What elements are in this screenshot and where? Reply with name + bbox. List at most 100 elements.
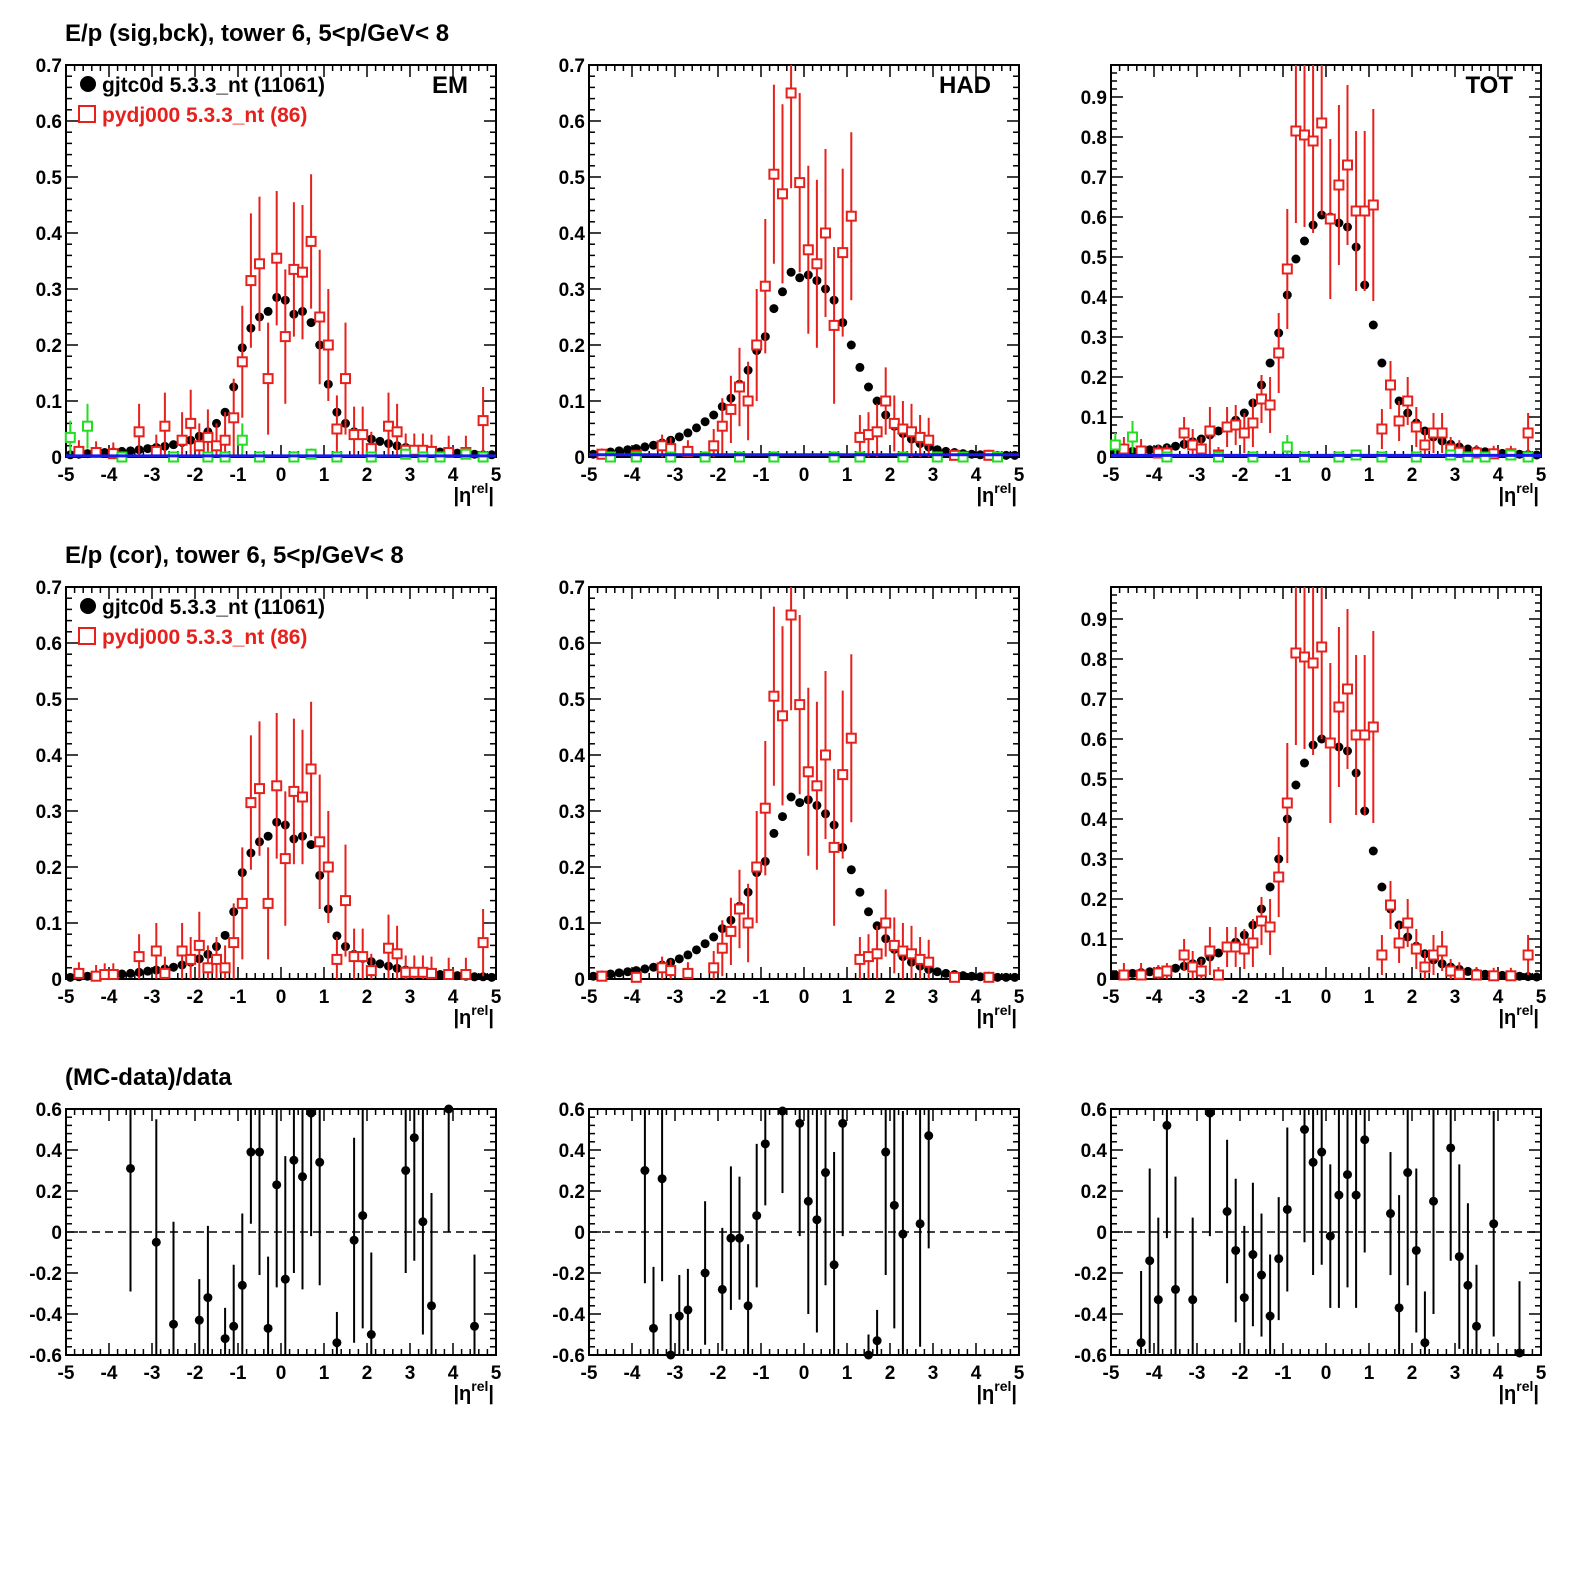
y-tick-label: 0 xyxy=(574,448,585,469)
mc-point xyxy=(1178,949,1190,961)
y-tick-label: 0.3 xyxy=(559,802,585,823)
mc-point xyxy=(477,937,489,949)
mc-point xyxy=(211,440,222,452)
x-tick-label: 2 xyxy=(1407,1363,1418,1384)
x-tick-label: 2 xyxy=(885,465,896,486)
mc-point xyxy=(254,258,265,270)
data-point xyxy=(1171,963,1180,973)
data-point xyxy=(1205,1108,1215,1118)
mc-point xyxy=(742,917,754,929)
y-tick-label: 0.7 xyxy=(1081,690,1107,711)
x-tick-label: 0 xyxy=(1321,1363,1332,1384)
data-point xyxy=(229,1321,239,1331)
mc-point xyxy=(1419,961,1431,973)
mc-point xyxy=(1204,945,1216,957)
x-tick-label: -4 xyxy=(1146,1363,1163,1384)
x-axis-label: |ηrel| xyxy=(453,1002,494,1029)
mc-point xyxy=(794,699,806,711)
data-point xyxy=(778,812,787,822)
y-tick-label: 0.5 xyxy=(559,690,586,711)
data-point xyxy=(203,1293,213,1303)
mc-point xyxy=(176,434,188,446)
x-tick-label: -5 xyxy=(581,465,598,486)
mc-point xyxy=(1204,425,1216,437)
mc-point xyxy=(1367,721,1379,733)
data-point xyxy=(1222,1207,1232,1216)
y-tick-label: 0 xyxy=(574,1223,585,1244)
data-point xyxy=(1188,1295,1198,1305)
x-tick-label: 1 xyxy=(842,1363,853,1384)
chart-panel-tot_cor: -5 -4 -3 -2 -1 0 1 2 3 4 5 0 0.1 0.2 0.3 0.4 0.5 0.6 0.7 0.… xyxy=(1081,586,1547,1029)
mc-point xyxy=(133,426,145,438)
mc-point xyxy=(1299,129,1310,141)
chart-panel-had_ratio: -5 -4 -3 -2 -1 0 1 2 3 4 5 -0.6 -0.4 -0.2 0 0.2 0.4 0.6 |η… xyxy=(552,1100,1024,1405)
mc-point xyxy=(271,780,283,792)
mc-point xyxy=(322,339,334,351)
x-tick-label: 4 xyxy=(1493,465,1504,486)
y-tick-label: 0.1 xyxy=(36,392,63,413)
y-tick-label: -0.2 xyxy=(1074,1264,1107,1285)
mc-point xyxy=(1436,427,1448,439)
x-tick-label: -2 xyxy=(1232,465,1249,486)
row1-title: E/p (sig,bck), tower 6, 5<p/GeV< 8 xyxy=(65,20,450,47)
y-tick-label: -0.2 xyxy=(552,1264,585,1285)
mc-point xyxy=(777,710,788,722)
y-tick-label: 0.6 xyxy=(36,112,62,133)
mc-point xyxy=(1118,969,1130,981)
x-tick-label: 2 xyxy=(362,1363,373,1384)
x-tick-label: -1 xyxy=(753,1363,770,1384)
data-point xyxy=(846,340,856,350)
data-point xyxy=(1317,1147,1327,1157)
mc-point xyxy=(725,925,737,937)
mc-point xyxy=(1479,451,1491,463)
data-point xyxy=(1265,1311,1275,1321)
mc-point xyxy=(1453,968,1465,980)
data-point xyxy=(1497,970,1507,980)
mc-point xyxy=(460,969,472,981)
legend-data-label: gjtc0d 5.3.3_nt (11061) xyxy=(102,596,325,619)
y-tick-label: 0.6 xyxy=(1081,208,1107,229)
y-tick-label: 0 xyxy=(51,1223,62,1244)
mc-point xyxy=(133,951,145,963)
data-point xyxy=(332,931,342,941)
x-tick-label: -4 xyxy=(624,1363,641,1384)
mc-point xyxy=(219,962,231,974)
mc-point xyxy=(331,953,343,965)
series-0 xyxy=(1110,210,1542,460)
y-tick-label: 0.3 xyxy=(36,802,62,823)
series-0 xyxy=(1110,734,1542,982)
mc-point xyxy=(331,423,343,435)
mc-point xyxy=(1410,451,1422,463)
y-tick-label: 0 xyxy=(51,448,62,469)
data-point xyxy=(272,1180,282,1190)
mc-point xyxy=(1333,179,1345,191)
x-tick-label: 1 xyxy=(319,465,330,486)
y-tick-label: 0.4 xyxy=(1081,810,1108,831)
data-point xyxy=(418,1217,428,1227)
mc-point xyxy=(1213,969,1224,981)
y-tick-label: 0 xyxy=(1096,1223,1107,1244)
x-tick-label: 4 xyxy=(448,987,459,1008)
mc-point xyxy=(305,235,317,247)
y-tick-label: 0.7 xyxy=(1081,168,1107,189)
y-tick-label: 0.5 xyxy=(36,690,63,711)
data-point xyxy=(1429,1196,1438,1206)
x-tick-label: -3 xyxy=(1189,1363,1206,1384)
x-tick-label: -5 xyxy=(58,465,75,486)
data-point xyxy=(1274,1254,1284,1264)
plot-frame xyxy=(588,586,1020,980)
legend-data-marker xyxy=(80,598,96,614)
data-point xyxy=(1010,972,1020,982)
data-point xyxy=(1368,320,1378,330)
x-axis-label: |ηrel| xyxy=(453,1378,494,1405)
series-0 xyxy=(65,292,497,460)
data-point xyxy=(614,446,624,456)
data-point xyxy=(401,1166,411,1175)
y-tick-label: 0.5 xyxy=(1081,248,1108,269)
mc-point xyxy=(202,962,214,974)
y-tick-label: 0.2 xyxy=(559,1182,585,1203)
mc-point xyxy=(785,609,797,621)
mc-point xyxy=(811,780,823,792)
mc-point xyxy=(665,451,677,463)
mc-point xyxy=(897,451,909,463)
